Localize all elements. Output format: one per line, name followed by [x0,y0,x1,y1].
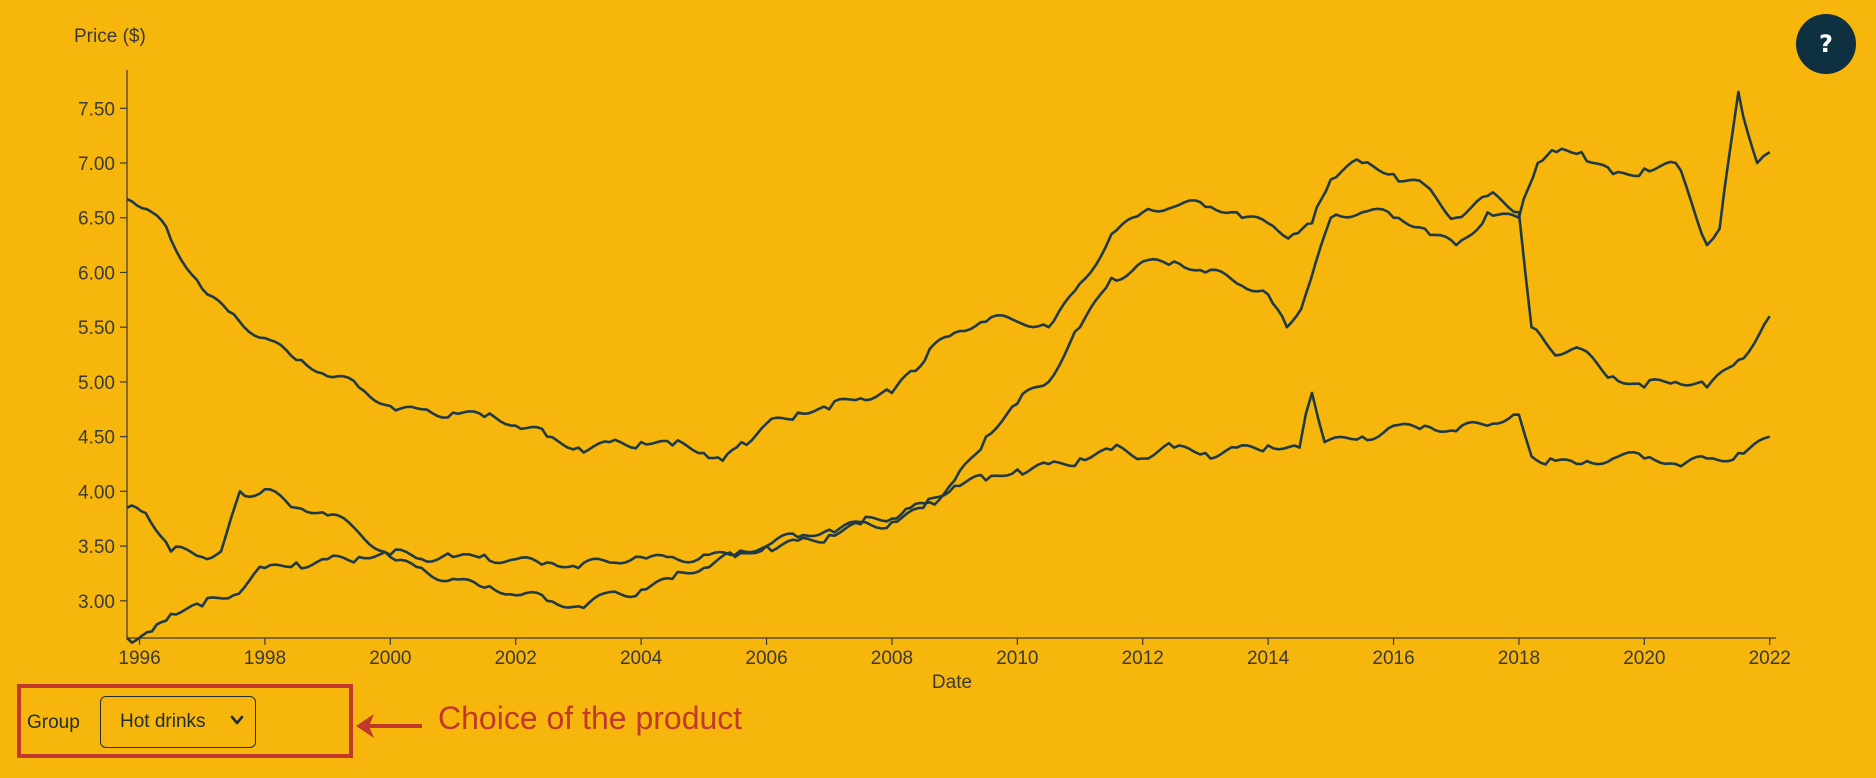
y-tick-label: 7.00 [78,154,115,175]
y-tick-label: 4.00 [78,482,115,503]
price-chart: 3.00 3.50 4.00 4.50 5.00 5.50 6.00 6.50 7.00 7.50… [74,26,1791,669]
help-button[interactable]: ? [1796,14,1856,74]
annotation-arrow-icon [356,714,422,738]
y-tick-label: 3.50 [78,537,115,558]
y-axis-label: Price ($) [74,26,146,47]
x-tick-label: 2000 [369,648,411,669]
y-tick-label: 5.00 [78,373,115,394]
x-tick-label: 2012 [1122,648,1164,669]
series-line-1 [126,158,1771,462]
x-tick-label: 2020 [1623,648,1665,669]
x-tick-label: 2008 [871,648,913,669]
x-tick-label: 2002 [495,648,537,669]
y-tick-label: 6.50 [78,209,115,230]
group-select[interactable]: Hot drinks [100,696,256,748]
y-tick-label: 7.50 [78,99,115,120]
y-tick-label: 4.50 [78,428,115,449]
x-tick-label: 2022 [1749,648,1791,669]
annotation-highlight-box [17,684,353,758]
help-icon: ? [1819,30,1833,58]
x-tick-label: 1996 [118,648,160,669]
y-tick-label: 6.00 [78,263,115,284]
chevron-down-icon [230,715,244,725]
x-tick-label: 2016 [1372,648,1414,669]
group-select-value: Hot drinks [120,711,206,732]
y-tick-label: 3.00 [78,592,115,613]
series-line-3 [126,391,1771,644]
y-axis: 3.00 3.50 4.00 4.50 5.00 5.50 6.00 6.50 7.00 7.50 [78,70,128,638]
series-layer [126,90,1771,644]
x-tick-label: 2010 [996,648,1038,669]
x-tick-label: 2014 [1247,648,1290,669]
x-tick-label: 2018 [1498,648,1540,669]
x-tick-label: 2004 [620,648,663,669]
x-tick-label: 1998 [244,648,286,669]
x-tick-label: 2006 [745,648,787,669]
group-label: Group [27,712,80,733]
x-axis-title: Date [931,672,973,693]
x-axis: 1996 1998 2000 2002 2004 2006 2008 2010 2012 2014… [118,637,1791,669]
series-line-2 [126,90,1771,610]
annotation-text: Choice of the product [438,700,743,736]
y-tick-label: 5.50 [78,318,115,339]
